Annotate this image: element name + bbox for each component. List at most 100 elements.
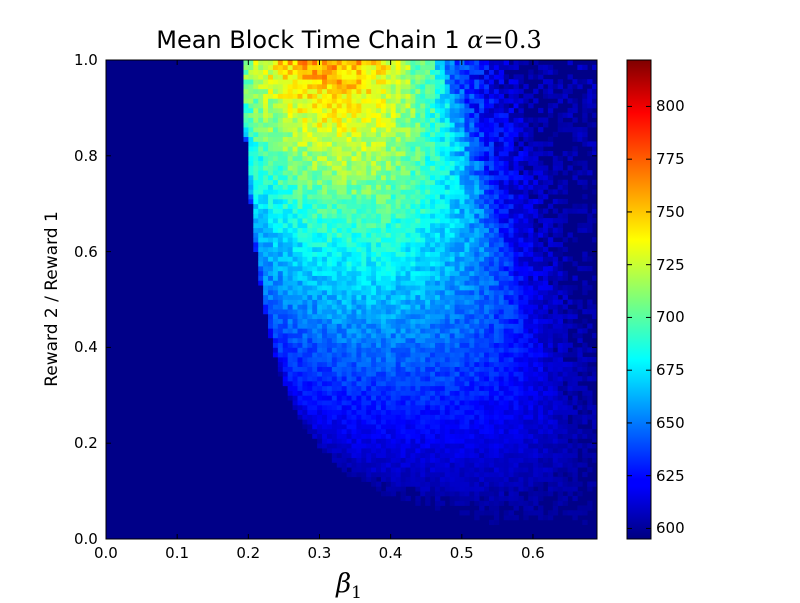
heatmap-cell: [385, 395, 392, 401]
heatmap-cell: [484, 500, 490, 506]
heatmap-cell: [336, 409, 343, 415]
heatmap-cell: [356, 107, 362, 114]
heatmap-cell: [469, 127, 475, 133]
heatmap-cell: [395, 189, 401, 195]
heatmap-cell: [484, 237, 490, 243]
heatmap-cell: [547, 203, 554, 209]
heatmap-cell: [493, 409, 500, 415]
heatmap-cell: [282, 174, 289, 181]
heatmap-cell: [454, 462, 460, 468]
heatmap-cell: [474, 400, 480, 406]
heatmap-cell: [410, 366, 416, 372]
heatmap-cell: [592, 443, 598, 449]
heatmap-cell: [371, 356, 377, 363]
heatmap-cell: [474, 486, 480, 492]
heatmap-cell: [469, 385, 475, 391]
heatmap-cell: [287, 289, 293, 296]
heatmap-cell: [410, 462, 416, 468]
heatmap-cell: [498, 409, 505, 415]
heatmap-cell: [484, 457, 490, 463]
heatmap-cell: [518, 122, 524, 128]
heatmap-cell: [371, 342, 377, 348]
heatmap-cell: [557, 361, 564, 367]
heatmap-cell: [302, 333, 308, 339]
heatmap-cell: [410, 318, 416, 324]
heatmap-cell: [371, 309, 377, 315]
heatmap-cell: [390, 361, 397, 367]
heatmap-cell: [484, 414, 490, 420]
heatmap-cell: [459, 203, 465, 209]
heatmap-cell: [400, 380, 406, 387]
heatmap-cell: [562, 424, 568, 430]
heatmap-cell: [277, 227, 284, 233]
heatmap-cell: [459, 438, 465, 444]
heatmap-cell: [331, 371, 338, 377]
heatmap-cell: [248, 179, 254, 185]
heatmap-cell: [346, 356, 352, 363]
heatmap-cell: [479, 251, 485, 257]
heatmap-cell: [552, 505, 559, 511]
heatmap-cell: [498, 107, 505, 114]
heatmap-cell: [493, 505, 500, 511]
heatmap-cell: [307, 237, 313, 243]
heatmap-cell: [464, 289, 470, 296]
heatmap-cell: [420, 107, 426, 114]
heatmap-cell: [410, 270, 416, 276]
heatmap-cell: [253, 218, 259, 224]
heatmap-cell: [434, 356, 441, 363]
heatmap-cell: [547, 476, 554, 482]
heatmap-cell: [258, 122, 264, 128]
heatmap-cell: [518, 380, 524, 387]
heatmap-cell: [464, 194, 470, 200]
heatmap-cell: [395, 146, 401, 152]
heatmap-cell: [582, 443, 588, 449]
heatmap-cell: [336, 323, 343, 329]
heatmap-cell: [582, 227, 588, 233]
heatmap-cell: [410, 400, 416, 406]
heatmap-cell: [425, 352, 431, 358]
heatmap-cell: [341, 261, 347, 267]
heatmap-cell: [410, 443, 416, 449]
heatmap-cell: [390, 246, 397, 252]
heatmap-cell: [277, 304, 284, 310]
heatmap-cell: [331, 112, 338, 118]
heatmap-cell: [552, 198, 559, 205]
heatmap-cell: [474, 471, 480, 478]
heatmap-cell: [361, 117, 367, 123]
heatmap-cell: [498, 246, 505, 252]
heatmap-cell: [444, 213, 451, 219]
heatmap-cell: [415, 404, 421, 411]
heatmap-cell: [277, 208, 284, 214]
heatmap-cell: [542, 356, 549, 363]
heatmap-cell: [587, 285, 593, 291]
heatmap-cell: [420, 380, 426, 387]
heatmap-cell: [503, 122, 510, 128]
heatmap-cell: [326, 184, 333, 190]
heatmap-cell: [488, 491, 495, 497]
heatmap-cell: [439, 165, 446, 171]
heatmap-cell: [351, 237, 357, 243]
heatmap-cell: [282, 222, 289, 229]
heatmap-cell: [572, 333, 578, 339]
heatmap-cell: [533, 208, 539, 214]
heatmap-cell: [292, 174, 298, 181]
heatmap-cell: [479, 452, 485, 458]
heatmap-cell: [292, 131, 298, 138]
heatmap-cell: [356, 328, 362, 334]
heatmap-cell: [523, 222, 529, 229]
heatmap-cell: [552, 356, 559, 363]
heatmap-cell: [317, 165, 323, 171]
heatmap-cell: [395, 141, 401, 147]
heatmap-cell: [454, 481, 460, 487]
heatmap-cell: [395, 409, 401, 415]
heatmap-cell: [587, 433, 593, 439]
heatmap-cell: [336, 242, 343, 248]
heatmap-cell: [415, 447, 421, 454]
heatmap-cell: [528, 189, 534, 195]
heatmap-cell: [592, 438, 598, 444]
heatmap-cell: [425, 242, 431, 248]
heatmap-cell: [268, 213, 274, 219]
heatmap-cell: [390, 433, 397, 439]
heatmap-cell: [263, 213, 269, 219]
heatmap-cell: [380, 261, 387, 267]
